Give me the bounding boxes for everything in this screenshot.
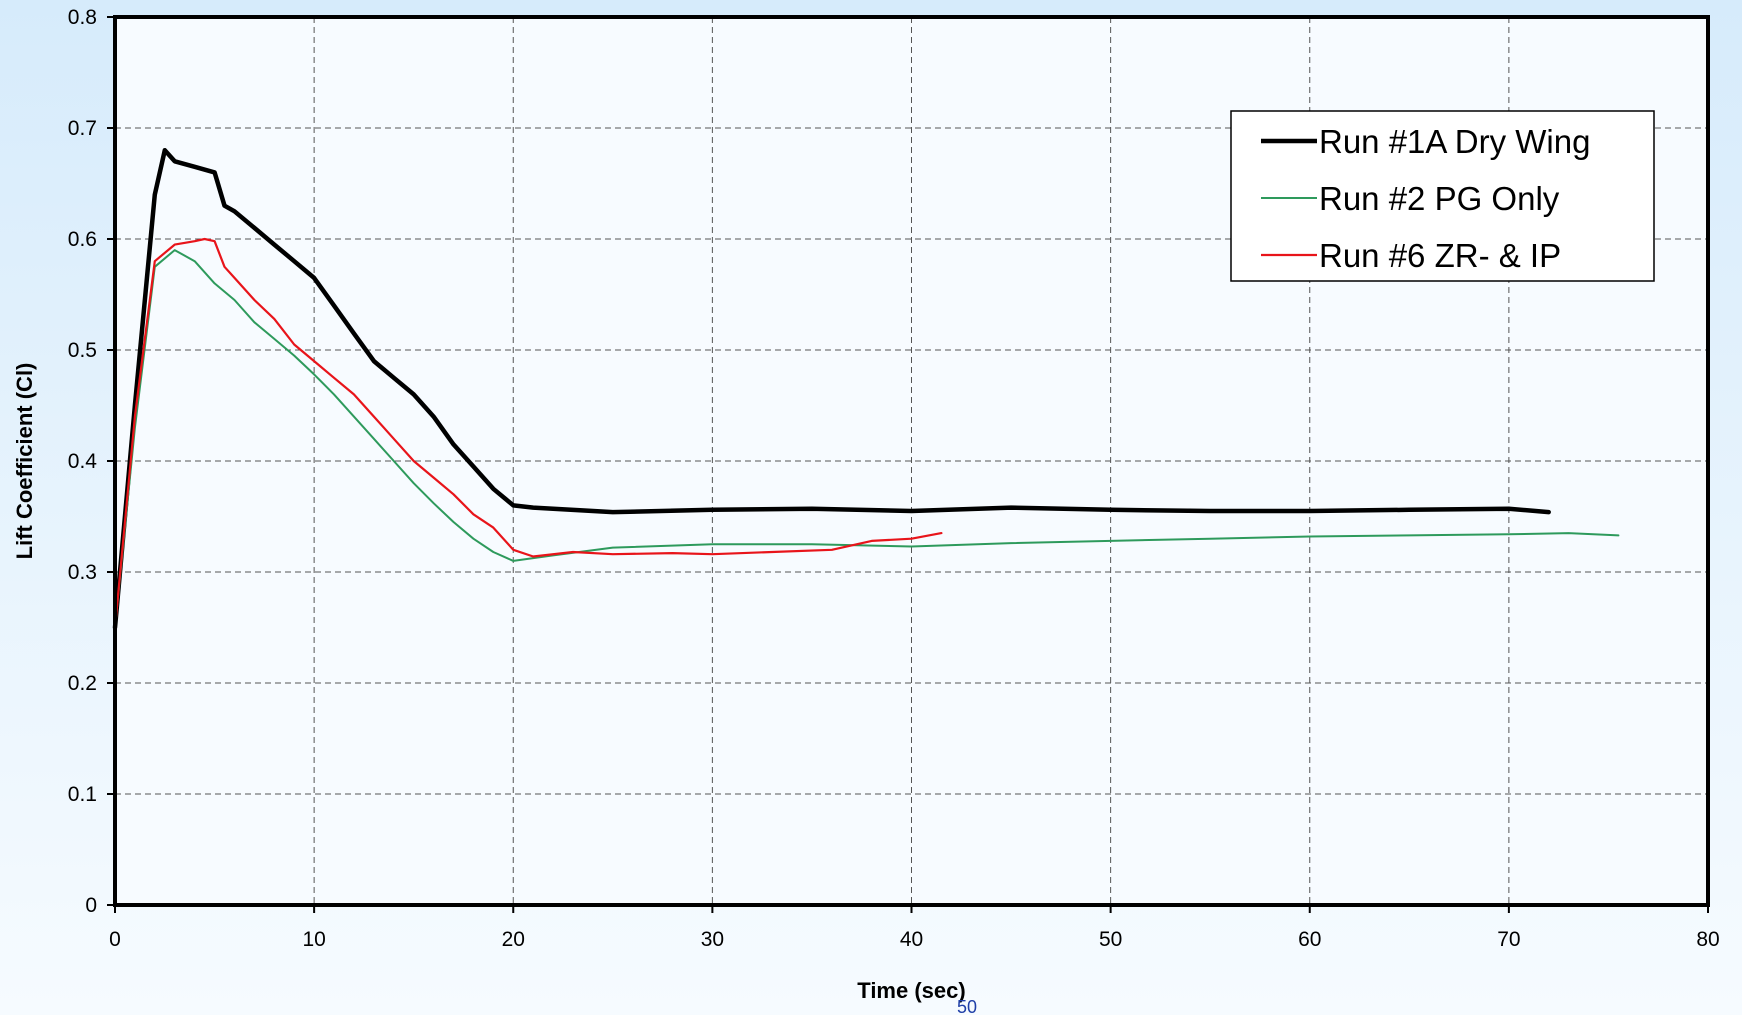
legend-label: Run #1A Dry Wing [1319, 123, 1590, 160]
y-tick-label: 0.2 [68, 672, 97, 695]
x-tick-label: 60 [1298, 928, 1321, 951]
x-tick-label: 10 [302, 928, 325, 951]
x-tick-label: 20 [502, 928, 525, 951]
series-line-3 [113, 237, 943, 629]
y-tick-label: 0 [85, 894, 97, 917]
x-tick-label: 0 [109, 928, 121, 951]
x-tick-label: 30 [701, 928, 724, 951]
series-line-2 [114, 249, 1620, 629]
y-tick-label: 0.5 [68, 339, 97, 362]
grid-lines [115, 17, 1708, 905]
legend-label: Run #6 ZR- & IP [1319, 237, 1561, 274]
x-tick-label: 70 [1497, 928, 1520, 951]
x-tick-label: 80 [1696, 928, 1719, 951]
y-tick-label: 0.3 [68, 561, 97, 584]
page-number: 50 [957, 997, 977, 1015]
legend-label: Run #2 PG Only [1319, 180, 1560, 217]
series-layer [112, 147, 1620, 630]
y-tick-label: 0.6 [68, 228, 97, 251]
y-tick-label: 0.4 [68, 450, 98, 473]
x-axis-title: Time (sec) [857, 978, 965, 1003]
y-tick-label: 0.8 [68, 6, 97, 29]
series-line-1 [112, 147, 1551, 630]
x-tick-label: 40 [900, 928, 923, 951]
y-tick-label: 0.7 [68, 117, 97, 140]
y-axis-title: Lift Coefficient (Cl) [12, 363, 37, 560]
x-tick-label: 50 [1099, 928, 1122, 951]
legend: Run #1A Dry Wing Run #2 PG Only Run #6 ZR-… [1230, 110, 1655, 282]
y-tick-label: 0.1 [68, 783, 97, 806]
tick-labels: 0 10 20 30 40 50 60 70 80 0 0.1 0.2 0.3 0.4 0.5 0.6 0.7 0… [68, 6, 1720, 951]
